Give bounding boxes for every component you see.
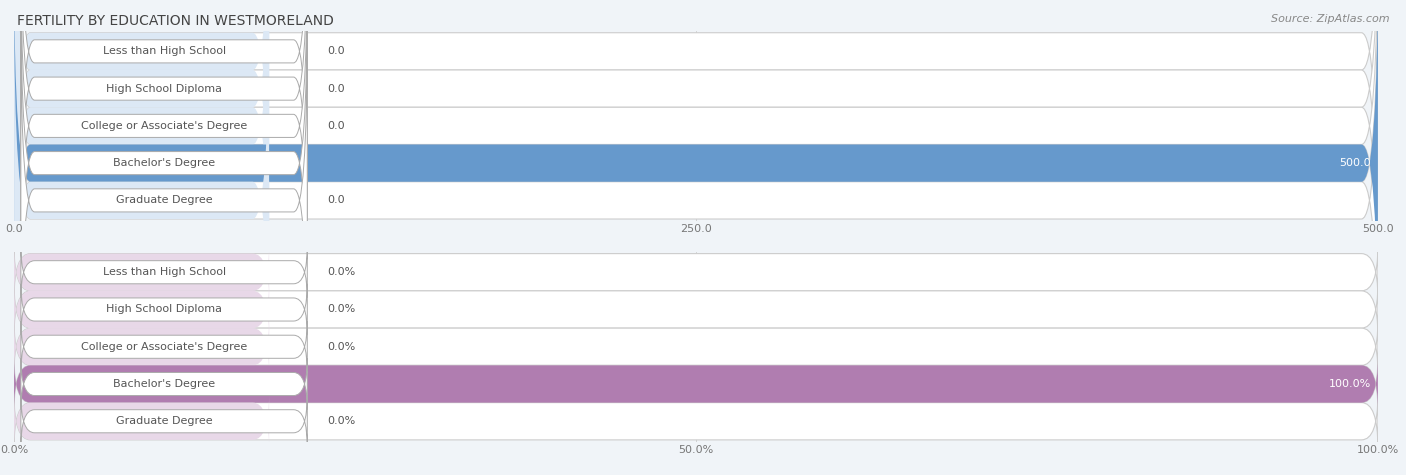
FancyBboxPatch shape: [21, 358, 308, 410]
FancyBboxPatch shape: [14, 0, 1378, 331]
FancyBboxPatch shape: [14, 0, 269, 331]
FancyBboxPatch shape: [14, 0, 1378, 368]
Text: 0.0: 0.0: [328, 195, 346, 205]
FancyBboxPatch shape: [21, 0, 308, 301]
FancyBboxPatch shape: [21, 0, 308, 263]
Text: College or Associate's Degree: College or Associate's Degree: [82, 342, 247, 352]
FancyBboxPatch shape: [14, 246, 1378, 298]
FancyBboxPatch shape: [21, 26, 308, 375]
FancyBboxPatch shape: [14, 395, 1378, 447]
Text: Graduate Degree: Graduate Degree: [115, 195, 212, 205]
Text: Graduate Degree: Graduate Degree: [115, 416, 212, 426]
FancyBboxPatch shape: [14, 0, 1378, 368]
FancyBboxPatch shape: [14, 395, 269, 447]
FancyBboxPatch shape: [21, 284, 308, 335]
Text: 0.0%: 0.0%: [328, 304, 356, 314]
Text: Bachelor's Degree: Bachelor's Degree: [112, 379, 215, 389]
Text: College or Associate's Degree: College or Associate's Degree: [82, 121, 247, 131]
FancyBboxPatch shape: [14, 284, 1378, 335]
Text: High School Diploma: High School Diploma: [105, 84, 222, 94]
Text: 0.0: 0.0: [328, 47, 346, 57]
FancyBboxPatch shape: [14, 358, 1378, 410]
Text: 0.0%: 0.0%: [328, 267, 356, 277]
FancyBboxPatch shape: [21, 396, 308, 447]
FancyBboxPatch shape: [21, 0, 308, 226]
FancyBboxPatch shape: [14, 0, 1378, 256]
Text: 0.0: 0.0: [328, 84, 346, 94]
Text: 0.0%: 0.0%: [328, 416, 356, 426]
Text: Less than High School: Less than High School: [103, 47, 225, 57]
FancyBboxPatch shape: [21, 321, 308, 372]
FancyBboxPatch shape: [21, 247, 308, 298]
FancyBboxPatch shape: [14, 246, 269, 298]
Text: 0.0%: 0.0%: [328, 342, 356, 352]
FancyBboxPatch shape: [14, 0, 269, 405]
Text: 100.0%: 100.0%: [1329, 379, 1371, 389]
FancyBboxPatch shape: [21, 0, 308, 338]
Text: Bachelor's Degree: Bachelor's Degree: [112, 158, 215, 168]
FancyBboxPatch shape: [14, 0, 1378, 294]
Text: 500.0: 500.0: [1340, 158, 1371, 168]
FancyBboxPatch shape: [14, 358, 1378, 410]
FancyBboxPatch shape: [14, 284, 269, 335]
Text: Source: ZipAtlas.com: Source: ZipAtlas.com: [1271, 14, 1389, 24]
FancyBboxPatch shape: [14, 0, 1378, 405]
Text: FERTILITY BY EDUCATION IN WESTMORELAND: FERTILITY BY EDUCATION IN WESTMORELAND: [17, 14, 333, 28]
Text: High School Diploma: High School Diploma: [105, 304, 222, 314]
Text: Less than High School: Less than High School: [103, 267, 225, 277]
FancyBboxPatch shape: [14, 321, 269, 373]
FancyBboxPatch shape: [14, 0, 269, 256]
Text: 0.0: 0.0: [328, 121, 346, 131]
FancyBboxPatch shape: [14, 321, 1378, 373]
FancyBboxPatch shape: [14, 0, 269, 294]
